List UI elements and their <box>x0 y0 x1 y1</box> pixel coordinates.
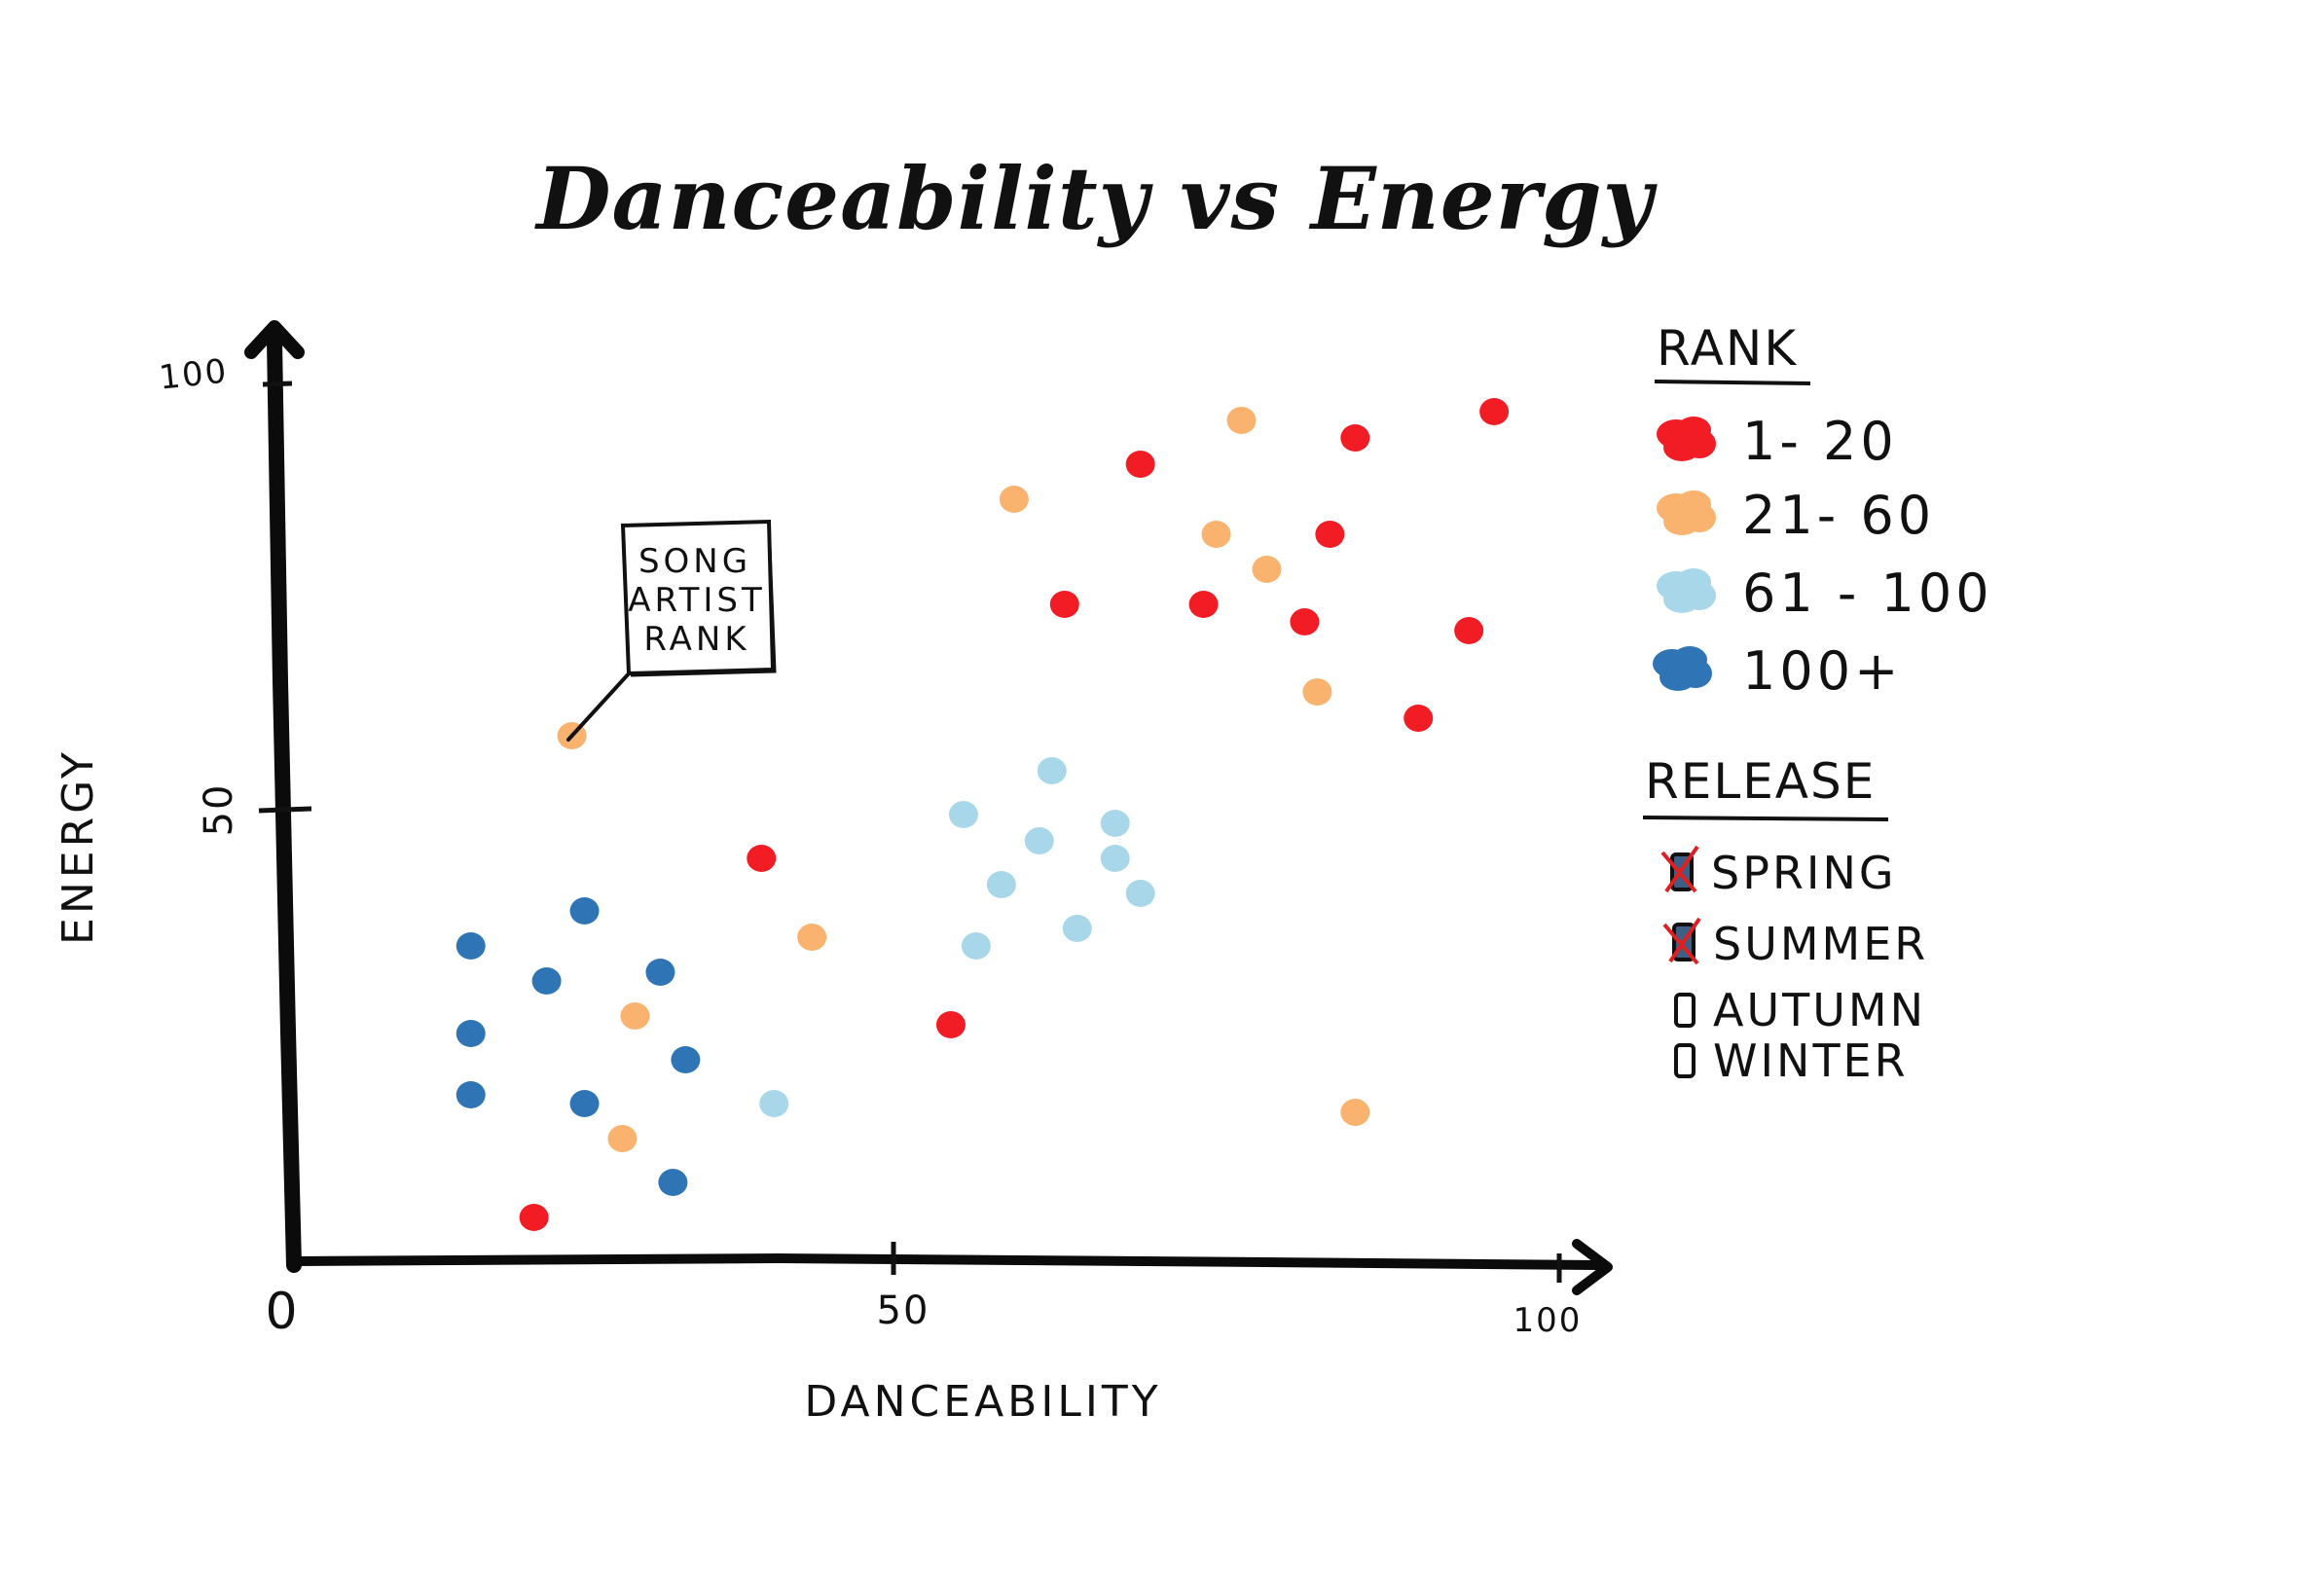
data-point-series1-4[interactable] <box>1315 521 1345 548</box>
legend-rank-item-1: 1- 20 <box>1657 411 1898 472</box>
legend-release-underline <box>1642 816 1889 821</box>
data-point-series1-10[interactable] <box>747 845 777 872</box>
y-tick-label-50: 50 <box>197 783 241 837</box>
legend-release-item-winter: WINTER <box>1674 1034 1909 1087</box>
data-point-series2-3[interactable] <box>1201 521 1231 548</box>
data-point-series1-6[interactable] <box>1188 591 1219 618</box>
data-point-series4-9[interactable] <box>658 1169 688 1196</box>
data-point-series1-1[interactable] <box>1479 398 1510 425</box>
data-point-series4-8[interactable] <box>569 1090 600 1117</box>
legend-rank-heading: RANK <box>1657 320 1798 377</box>
data-point-series4-7[interactable] <box>456 1081 486 1108</box>
legend-release-item-autumn: AUTUMN <box>1674 984 1926 1036</box>
legend-swatch-red-blob-5 <box>1668 422 1711 457</box>
legend-rank-label-2: 21- 60 <box>1742 485 1935 546</box>
legend-release-label-summer: SUMMER <box>1713 918 1928 970</box>
data-point-series3-1[interactable] <box>1037 757 1067 784</box>
data-point-series1-2[interactable] <box>1340 424 1370 452</box>
data-point-series3-7[interactable] <box>1125 880 1155 907</box>
y-axis-line <box>267 333 302 1273</box>
y-axis-arrowhead <box>244 320 305 359</box>
y-tick-50 <box>258 806 312 814</box>
x-tick-label-100: 100 <box>1513 1301 1583 1340</box>
legend-swatch-light-blue-blob-5 <box>1668 574 1711 609</box>
x-axis-label: DANCEABILITY <box>804 1377 1161 1427</box>
legend-rank-item-3: 61 - 100 <box>1657 562 1993 624</box>
legend-swatch-dark-blue <box>1653 646 1712 691</box>
annotation-line-artist: ARTIST <box>628 581 766 620</box>
data-point-series1-12[interactable] <box>519 1204 549 1231</box>
data-point-series1-5[interactable] <box>1049 591 1079 618</box>
legend-swatch-red <box>1657 417 1716 461</box>
data-point-series2-10[interactable] <box>1340 1099 1370 1126</box>
data-point-series1-3[interactable] <box>1125 451 1155 478</box>
data-point-series1-8[interactable] <box>1454 617 1484 644</box>
data-point-series3-5[interactable] <box>1100 845 1130 872</box>
y-tick-100 <box>262 381 293 387</box>
check-mark-summer-icon <box>1662 917 1701 965</box>
data-point-series2-8[interactable] <box>620 1002 650 1030</box>
data-point-series2-5[interactable] <box>1302 678 1332 706</box>
data-point-series4-4[interactable] <box>531 967 562 995</box>
annotation-box <box>620 519 776 676</box>
data-point-series4-2[interactable] <box>456 932 486 960</box>
annotation-line-song: SONG <box>638 542 751 581</box>
legend-release-heading: RELEASE <box>1645 753 1876 810</box>
legend-swatch-light-blue <box>1657 568 1716 613</box>
x-tick-label-50: 50 <box>877 1288 930 1333</box>
data-point-series2-4[interactable] <box>1252 556 1282 583</box>
legend-rank-item-2: 21- 60 <box>1657 485 1935 546</box>
chart-title: Danceability vs Energy <box>533 148 1658 249</box>
data-point-series4-3[interactable] <box>645 959 675 986</box>
data-point-series3-3[interactable] <box>1100 810 1130 837</box>
data-point-series3-2[interactable] <box>948 801 978 828</box>
data-point-series3-8[interactable] <box>1062 915 1092 942</box>
data-point-series3-9[interactable] <box>961 932 991 960</box>
data-point-series3-4[interactable] <box>1024 827 1054 854</box>
legend-swatch-orange-blob-5 <box>1668 496 1711 531</box>
y-axis-label: ENERGY <box>54 748 103 945</box>
y-tick-label-100: 100 <box>158 351 231 397</box>
data-points <box>456 398 1510 1231</box>
legend-swatch-dark-blue-blob-5 <box>1664 652 1707 687</box>
data-point-series2-1[interactable] <box>1226 407 1257 434</box>
legend-release-label-winter: WINTER <box>1713 1034 1909 1087</box>
annotation-leader-line <box>566 670 633 742</box>
legend-rank-item-4: 100+ <box>1653 640 1902 702</box>
legend-release-label-autumn: AUTUMN <box>1713 984 1926 1036</box>
legend-rank-label-4: 100+ <box>1742 640 1902 702</box>
annotation-callout: SONG ARTIST RANK <box>566 519 777 742</box>
checkbox-autumn <box>1674 993 1695 1028</box>
legend-rank-underline <box>1654 380 1811 385</box>
annotation-line-rank: RANK <box>643 620 749 659</box>
data-point-series4-1[interactable] <box>569 897 600 925</box>
legend-release: RELEASE SPRING SUMMER AUTUMN WINTER <box>1642 753 1928 1087</box>
data-point-series1-9[interactable] <box>1404 705 1434 732</box>
data-point-series2-2[interactable] <box>999 486 1029 513</box>
data-point-series3-6[interactable] <box>986 871 1016 898</box>
legend-release-label-spring: SPRING <box>1711 847 1897 899</box>
data-point-series1-11[interactable] <box>935 1011 966 1038</box>
legend-rank: RANK 1- 20 21- 60 61 - 100 100+ <box>1653 320 1993 702</box>
data-point-series2-9[interactable] <box>607 1125 638 1152</box>
data-point-series4-5[interactable] <box>456 1020 486 1047</box>
x-axis-line <box>289 1252 1601 1270</box>
legend-rank-label-3: 61 - 100 <box>1742 562 1993 624</box>
legend-release-item-summer: SUMMER <box>1662 917 1928 970</box>
data-point-series1-7[interactable] <box>1290 608 1320 635</box>
x-tick-label-0: 0 <box>265 1283 299 1341</box>
check-mark-spring-icon <box>1660 845 1699 893</box>
checkbox-winter <box>1674 1043 1695 1078</box>
legend-release-item-spring: SPRING <box>1660 845 1897 899</box>
data-point-series3-10[interactable] <box>759 1090 789 1117</box>
annotation-box-shadow <box>630 521 777 677</box>
legend-swatch-orange <box>1657 490 1716 535</box>
legend-rank-label-1: 1- 20 <box>1742 411 1898 472</box>
data-point-series4-6[interactable] <box>671 1046 701 1073</box>
x-axis-arrowhead <box>1572 1239 1613 1295</box>
data-point-series2-7[interactable] <box>797 924 827 951</box>
